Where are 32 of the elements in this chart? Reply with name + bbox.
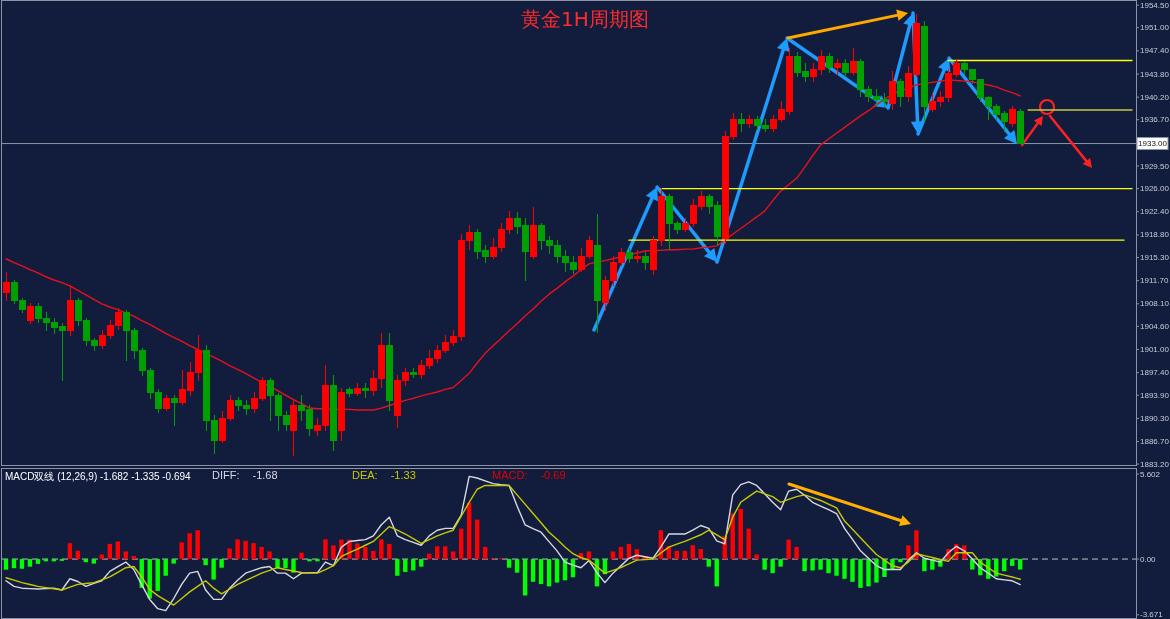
annotation: -1.68 xyxy=(252,469,278,481)
y-tick-label: 1883.20 xyxy=(1140,459,1170,469)
y-tick-label: 1911.70 xyxy=(1140,276,1169,286)
y-tick-label: 1951.00 xyxy=(1140,23,1170,33)
y-tick-label: 1915.30 xyxy=(1140,252,1170,262)
y-tick-label: 1893.90 xyxy=(1140,390,1170,400)
y-tick-label: 1897.40 xyxy=(1140,368,1170,378)
y-tick-label: 1947.40 xyxy=(1140,46,1170,56)
y-tick-label: 1890.30 xyxy=(1140,413,1170,423)
y-tick-label: 1943.80 xyxy=(1140,69,1170,79)
series-name: DEA: xyxy=(352,469,378,481)
y-tick-label: 1926.00 xyxy=(1140,184,1170,194)
y-tick-label: 1886.70 xyxy=(1140,437,1170,447)
annotation: -1.33 xyxy=(390,469,416,481)
y-tick-label: 1904.60 xyxy=(1140,321,1170,331)
chart-title: 黄金1H周期图 xyxy=(521,7,649,31)
y-tick-label: 1929.50 xyxy=(1140,161,1170,171)
series-name: MACD: xyxy=(492,469,528,481)
y-tick-label: 1922.40 xyxy=(1140,207,1170,217)
annotation: MACD双线 (12,26,9) -1.682 -1.335 -0.694 xyxy=(5,470,192,482)
y-tick-label: 5.602 xyxy=(1140,469,1161,479)
series-name: DIFF: xyxy=(212,469,240,481)
y-tick-label: 1940.20 xyxy=(1140,92,1170,102)
y-tick-label: 1918.80 xyxy=(1140,230,1170,240)
y-tick-label: 1901.00 xyxy=(1140,345,1170,354)
y-tick-label: 1908.10 xyxy=(1140,299,1170,309)
y-tick-label: 1936.70 xyxy=(1140,115,1170,125)
y-tick-label: 0.00 xyxy=(1140,554,1157,564)
y-tick-label: -3.671 xyxy=(1140,610,1164,619)
ref-label: 1933.00 xyxy=(1136,137,1169,151)
y-tick-label: 1954.50 xyxy=(1140,0,1170,10)
annotation: -0.69 xyxy=(540,469,566,481)
